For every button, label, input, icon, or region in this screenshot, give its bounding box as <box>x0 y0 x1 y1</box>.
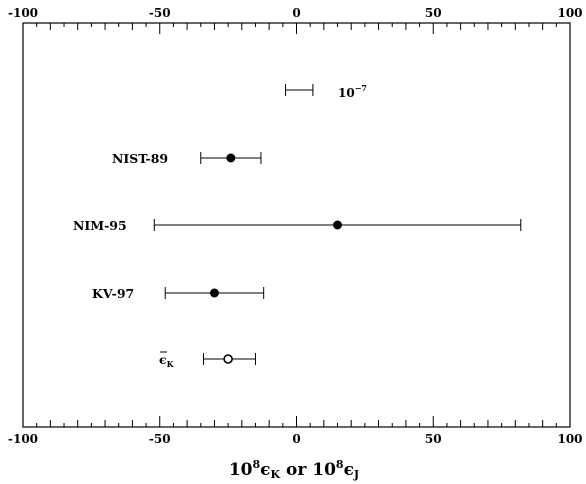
svg-text:ϵK: ϵK <box>159 352 175 369</box>
data-point <box>223 354 233 364</box>
tick-label-top: 100 <box>557 6 582 20</box>
tick-label-bottom: 50 <box>425 432 442 446</box>
tick-group: -100 -100 -50 -50 0 0 50 50 100 100 <box>8 6 583 446</box>
x-axis-title: 108ϵK or 108ϵJ <box>229 458 359 481</box>
tick-label-bottom: 0 <box>292 432 300 446</box>
scale-bar-label: 10−7 <box>338 83 367 100</box>
data-point <box>333 220 343 230</box>
row-label-nim-95: NIM-95 <box>73 218 127 233</box>
tick-label-top: -50 <box>149 6 171 20</box>
tick-label-bottom: -100 <box>8 432 38 446</box>
tick-label-bottom: -50 <box>149 432 171 446</box>
tick-label-top: 0 <box>292 6 300 20</box>
row-label-nist-89: NIST-89 <box>112 151 168 166</box>
data-point <box>209 288 219 298</box>
row-label-mean-epsilon-k: ϵK <box>159 351 175 369</box>
tick-label-top: 50 <box>425 6 442 20</box>
row-label-kv-97: KV-97 <box>92 286 134 301</box>
data-marks <box>153 152 522 365</box>
tick-label-top: -100 <box>8 6 38 20</box>
data-point <box>226 153 236 163</box>
tick-label-bottom: 100 <box>557 432 582 446</box>
